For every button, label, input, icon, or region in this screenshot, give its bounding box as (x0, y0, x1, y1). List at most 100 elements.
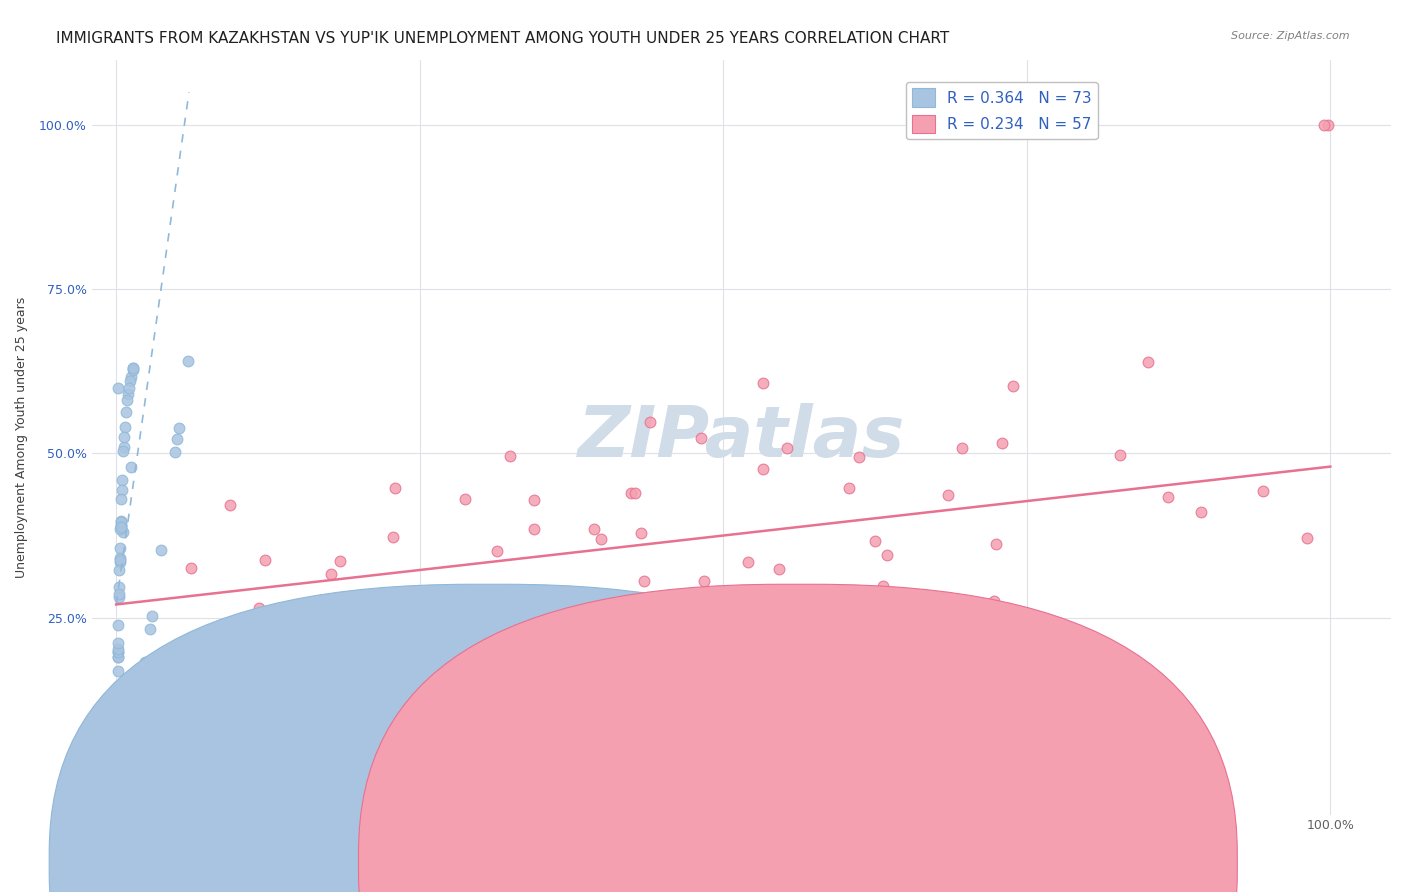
Point (752, 376, 775, 390)
Text: Immigrants from Kazakhstan: Immigrants from Kazakhstan (534, 852, 755, 867)
Point (114, 419, 136, 434)
Point (108, 541, 131, 556)
Point (630, 525, 652, 540)
Point (105, 684, 128, 698)
Point (838, 481, 860, 495)
Point (150, 543, 173, 558)
Point (1189, 505, 1212, 519)
Point (613, 647, 636, 661)
Point (411, 700, 433, 714)
Point (105, 760, 128, 774)
Point (1251, 484, 1274, 499)
Point (120, 459, 142, 474)
Point (384, 481, 406, 495)
Point (1313, 118, 1336, 132)
Point (112, 430, 135, 444)
Point (105, 697, 128, 711)
Point (111, 525, 134, 540)
Point (382, 530, 405, 544)
Point (118, 374, 141, 388)
Point (589, 532, 612, 546)
Point (485, 544, 508, 558)
Point (129, 690, 152, 704)
Point (716, 585, 738, 599)
Point (523, 493, 546, 508)
Point (112, 444, 135, 458)
Y-axis label: Unemployment Among Youth under 25 years: Unemployment Among Youth under 25 years (15, 296, 28, 578)
Point (991, 435, 1014, 450)
Point (737, 555, 759, 569)
Point (219, 498, 242, 512)
Point (141, 608, 163, 623)
Point (139, 623, 162, 637)
Point (105, 691, 128, 706)
Point (492, 683, 515, 698)
Point (107, 618, 129, 632)
Point (121, 362, 143, 376)
Point (499, 450, 522, 464)
Point (108, 591, 131, 605)
Point (110, 491, 132, 506)
Point (329, 554, 352, 568)
Point (110, 519, 132, 533)
Point (247, 600, 270, 615)
Point (108, 550, 131, 565)
Point (620, 485, 643, 500)
Point (475, 657, 498, 672)
Point (105, 715, 128, 730)
Point (979, 601, 1001, 615)
Point (122, 361, 145, 376)
Point (108, 553, 131, 567)
Point (105, 697, 128, 711)
Point (523, 522, 546, 536)
Point (107, 665, 129, 679)
Text: ZIPatlas: ZIPatlas (578, 402, 905, 472)
Point (112, 440, 135, 454)
Point (108, 580, 131, 594)
Point (633, 574, 655, 589)
Text: IMMIGRANTS FROM KAZAKHSTAN VS YUP'IK UNEMPLOYMENT AMONG YOUTH UNDER 25 YEARS COR: IMMIGRANTS FROM KAZAKHSTAN VS YUP'IK UNE… (56, 31, 949, 46)
Point (105, 708, 128, 723)
Point (1157, 491, 1180, 505)
Point (624, 486, 647, 500)
Point (454, 492, 477, 507)
Point (167, 421, 190, 435)
Point (848, 450, 870, 464)
Point (110, 516, 132, 530)
Point (105, 690, 128, 704)
Point (253, 553, 276, 567)
Point (775, 441, 797, 455)
Point (706, 665, 728, 679)
Point (1296, 531, 1319, 545)
Point (105, 733, 128, 747)
Text: Yup'ik: Yup'ik (815, 852, 859, 867)
Point (105, 737, 128, 751)
Point (546, 698, 568, 713)
Point (125, 714, 148, 729)
Point (872, 579, 894, 593)
Point (166, 433, 188, 447)
Point (952, 441, 974, 455)
Point (107, 641, 129, 656)
Point (105, 702, 128, 716)
Point (115, 392, 138, 407)
Point (1001, 379, 1024, 393)
Point (121, 743, 143, 757)
Point (105, 696, 128, 710)
Point (768, 562, 790, 576)
Point (693, 574, 716, 588)
Point (111, 483, 134, 497)
Point (105, 723, 128, 737)
Point (107, 650, 129, 665)
Point (110, 519, 132, 533)
Point (134, 655, 156, 669)
Point (851, 609, 873, 624)
Point (115, 405, 138, 419)
Point (111, 473, 134, 487)
Point (110, 518, 132, 533)
Point (105, 750, 128, 764)
Point (117, 772, 139, 787)
Point (1108, 449, 1130, 463)
Point (180, 561, 202, 575)
Point (610, 646, 633, 660)
